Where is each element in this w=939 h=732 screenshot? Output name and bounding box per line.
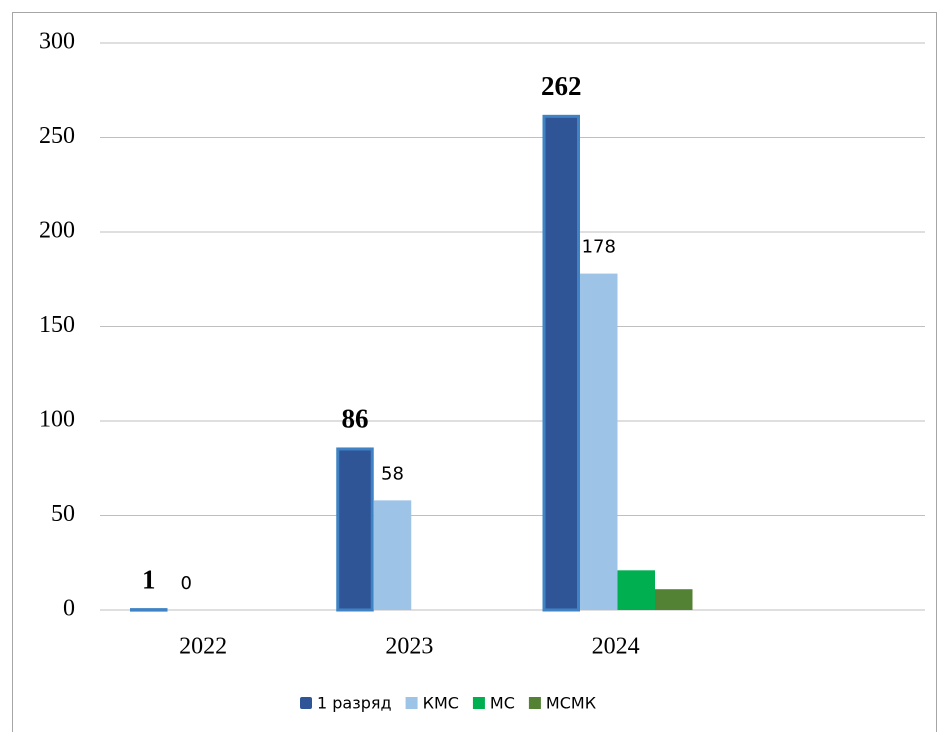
bar — [617, 570, 655, 610]
data-label: 262 — [541, 71, 582, 101]
y-tick-label: 200 — [39, 218, 75, 244]
x-tick-label: 2023 — [385, 634, 433, 660]
y-tick-label: 250 — [39, 123, 75, 149]
legend-swatch — [405, 697, 418, 709]
legend-label: КМС — [423, 694, 459, 713]
legend-label: МС — [490, 694, 515, 713]
data-label: 58 — [381, 463, 404, 484]
x-tick-label: 2024 — [592, 634, 640, 660]
data-label: 86 — [342, 404, 369, 434]
y-tick-label: 100 — [39, 407, 75, 433]
legend-label: МСМК — [546, 694, 597, 713]
bar — [373, 500, 412, 610]
legend-swatch — [528, 697, 541, 709]
data-label: 1 — [142, 564, 156, 594]
y-tick-label: 50 — [51, 501, 75, 527]
bar — [130, 608, 168, 612]
legend-label: 1 разряд — [317, 694, 392, 713]
bar — [336, 447, 374, 612]
legend-swatch — [300, 697, 312, 709]
data-label: 178 — [582, 237, 616, 258]
y-tick-label: 0 — [63, 596, 75, 622]
data-label: 0 — [181, 573, 192, 594]
bar — [580, 273, 618, 610]
chart-frame — [12, 12, 937, 732]
bar — [542, 114, 580, 612]
bar — [655, 589, 693, 610]
y-tick-label: 300 — [39, 29, 75, 55]
legend-swatch — [472, 697, 485, 709]
y-tick-label: 150 — [39, 312, 75, 338]
x-tick-label: 2022 — [179, 634, 227, 660]
